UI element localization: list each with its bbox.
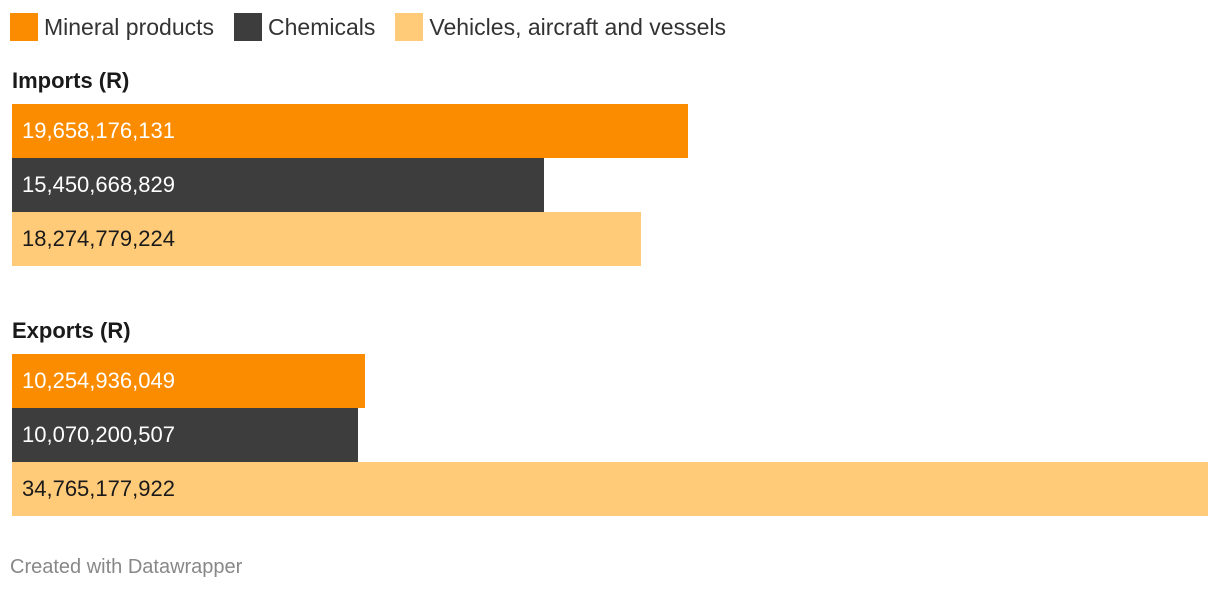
legend-swatch-chemicals (234, 13, 263, 41)
bar-value-label: 19,658,176,131 (22, 118, 175, 143)
datawrapper-credit: Created with Datawrapper (10, 556, 243, 578)
imports-group: Imports (R) 19,658,176,131 15,450,668,829… (12, 66, 1208, 266)
bar-imports-r-chemicals (12, 158, 544, 212)
legend-label: Chemicals (268, 13, 376, 40)
bar-value-label: 34,765,177,922 (22, 476, 175, 501)
bar-exports-r-vehicles-aircraft-and-vessels (12, 462, 1208, 516)
exports-group: Exports (R) 10,254,936,049 10,070,200,507… (12, 316, 1208, 516)
bar-row: 18,274,779,224 (12, 212, 1208, 266)
legend-swatch-mineral-products (10, 13, 38, 41)
legend-label: Mineral products (44, 13, 215, 40)
legend-item-vehicles-aircraft-and-vessels: Vehicles, aircraft and vessels (395, 13, 726, 41)
legend-item-chemicals: Chemicals (234, 13, 375, 41)
bar-exports-r-chemicals (12, 408, 358, 462)
legend: Mineral products Chemicals Vehicles, aircr… (10, 12, 746, 42)
bar-value-label: 18,274,779,224 (22, 226, 175, 251)
bar-row: 15,450,668,829 (12, 158, 1208, 212)
bar-imports-r-mineral-products (12, 104, 688, 158)
bar-row: 10,070,200,507 (12, 408, 1208, 462)
imports-bars: 19,658,176,131 15,450,668,829 18,274,779,2… (12, 104, 1208, 266)
imports-title: Imports (R) (12, 68, 130, 93)
bar-value-label: 15,450,668,829 (22, 172, 175, 197)
bar-value-label: 10,254,936,049 (22, 368, 175, 393)
bar-row: 10,254,936,049 (12, 354, 1208, 408)
exports-title: Exports (R) (12, 318, 131, 343)
legend-label: Vehicles, aircraft and vessels (429, 13, 726, 40)
bar-exports-r-mineral-products (12, 354, 365, 408)
legend-swatch-vehicles-aircraft-and-vessels (395, 13, 424, 41)
exports-bars: 10,254,936,049 10,070,200,507 34,765,177,9… (12, 354, 1208, 516)
bar-row: 34,765,177,922 (12, 462, 1208, 516)
legend-item-mineral-products: Mineral products (10, 13, 214, 41)
bar-value-label: 10,070,200,507 (22, 422, 175, 447)
bar-imports-r-vehicles-aircraft-and-vessels (12, 212, 641, 266)
bar-row: 19,658,176,131 (12, 104, 1208, 158)
